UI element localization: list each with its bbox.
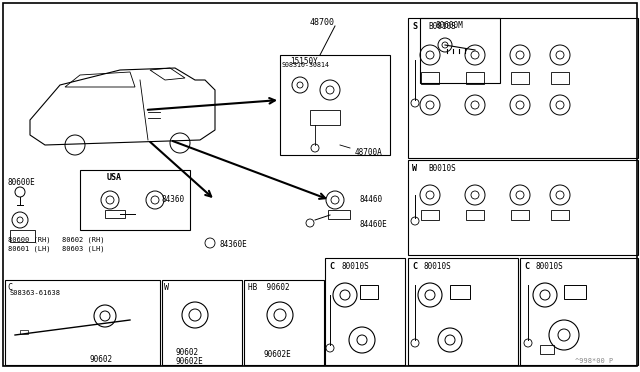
Bar (551, 210, 569, 220)
Text: 80603 (LH): 80603 (LH) (62, 245, 104, 251)
Bar (10, 230, 35, 242)
Bar (105, 210, 125, 218)
Text: B0010S: B0010S (428, 164, 456, 173)
Bar (564, 285, 586, 299)
Text: 84460E: 84460E (360, 220, 388, 229)
Text: 80600M: 80600M (435, 21, 463, 30)
Text: B0010S: B0010S (428, 22, 456, 31)
Bar (520, 258, 638, 365)
Text: W: W (412, 164, 417, 173)
Bar (20, 330, 28, 334)
Bar (466, 210, 484, 220)
Text: 90602: 90602 (175, 348, 198, 357)
Text: 80010S: 80010S (424, 262, 452, 271)
Bar (408, 258, 518, 365)
Bar (5, 280, 160, 365)
Bar (551, 72, 569, 84)
Bar (280, 55, 390, 155)
Text: 80600E: 80600E (8, 178, 36, 187)
Bar (162, 280, 242, 365)
Text: 84360E: 84360E (220, 240, 248, 249)
Bar (80, 170, 190, 230)
Bar (360, 285, 378, 299)
Text: S08310-30814: S08310-30814 (282, 62, 330, 68)
Bar (540, 345, 554, 354)
Bar (408, 160, 638, 255)
Text: 84460: 84460 (360, 195, 383, 204)
Text: ^998*00 P: ^998*00 P (575, 358, 613, 364)
Text: 48700: 48700 (310, 18, 335, 27)
Bar (310, 110, 340, 125)
Text: 90602: 90602 (90, 355, 113, 364)
Text: 80010S: 80010S (341, 262, 369, 271)
Bar (450, 285, 470, 299)
Text: C: C (524, 262, 529, 271)
Bar (511, 72, 529, 84)
Bar (408, 18, 638, 158)
Bar (421, 72, 439, 84)
Bar (420, 18, 500, 83)
Text: S: S (412, 22, 417, 31)
Text: USA: USA (107, 173, 122, 182)
Text: 84360: 84360 (162, 195, 185, 204)
Text: 80601 (LH): 80601 (LH) (8, 245, 51, 251)
Bar (421, 210, 439, 220)
Text: 48700A: 48700A (355, 148, 383, 157)
Text: 80600 (RH): 80600 (RH) (8, 236, 51, 243)
Text: S08363-61638: S08363-61638 (10, 290, 61, 296)
Text: W: W (164, 283, 169, 292)
Bar (244, 280, 324, 365)
Bar (511, 210, 529, 220)
Text: 15150Y: 15150Y (290, 57, 317, 66)
Text: HB  90602: HB 90602 (248, 283, 290, 292)
Text: 80010S: 80010S (536, 262, 564, 271)
Text: C: C (7, 283, 12, 292)
Text: 90602E: 90602E (175, 357, 203, 366)
Bar (466, 72, 484, 84)
Text: C: C (329, 262, 334, 271)
Text: 90602E: 90602E (264, 350, 292, 359)
Text: 80602 (RH): 80602 (RH) (62, 236, 104, 243)
Bar (328, 210, 350, 219)
Text: C: C (412, 262, 417, 271)
Bar (325, 258, 405, 365)
